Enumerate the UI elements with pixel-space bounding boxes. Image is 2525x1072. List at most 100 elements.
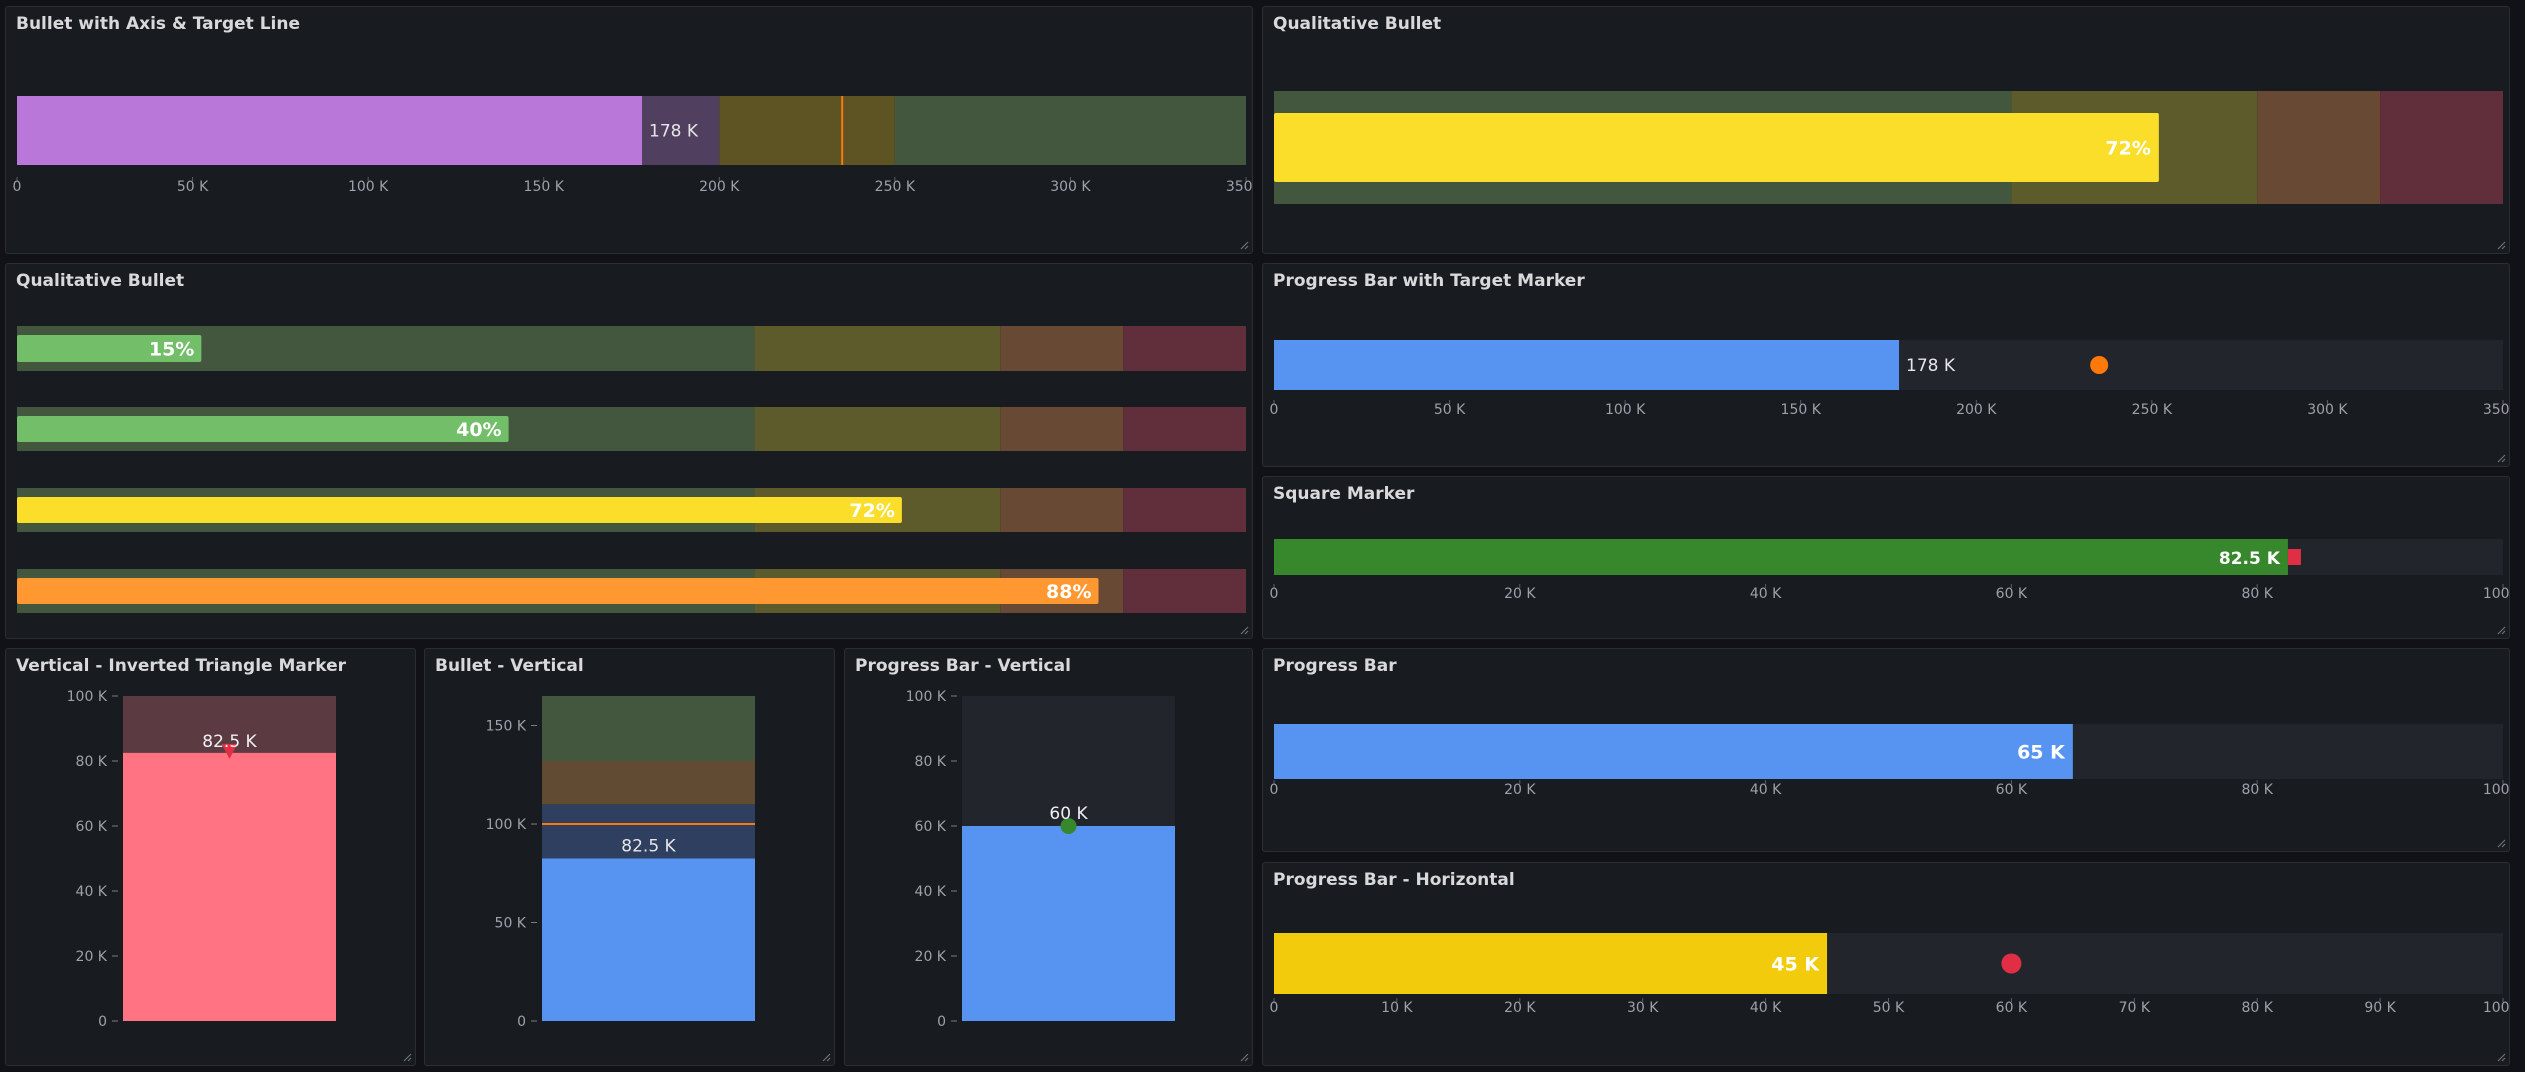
resize-handle-icon[interactable] bbox=[821, 1052, 831, 1062]
axis-tick-label: 20 K bbox=[1504, 586, 1536, 602]
qualitative-range bbox=[542, 761, 755, 805]
axis-tick-label: 100 K bbox=[1605, 402, 1646, 418]
axis-tick-label: 40 K bbox=[1750, 1000, 1782, 1016]
axis-tick-label: 250 K bbox=[875, 179, 916, 195]
qualitative-range bbox=[1000, 488, 1124, 532]
target-marker bbox=[2090, 356, 2109, 374]
axis-tick-label: 100 K bbox=[486, 817, 527, 833]
resize-handle-icon[interactable] bbox=[402, 1052, 412, 1062]
qualitative-range bbox=[1123, 569, 1246, 613]
axis-tick-label: 20 K bbox=[1504, 782, 1536, 798]
axis-tick-label: 150 K bbox=[524, 179, 565, 195]
resize-handle-icon[interactable] bbox=[2496, 240, 2506, 250]
axis-tick-label: 100 K bbox=[2483, 782, 2510, 798]
panel-progress-bar: Progress Bar 65 K 0 20 K 40 K 60 K 80 K 100 K bbox=[1262, 648, 2510, 852]
qualitative-range bbox=[1000, 326, 1124, 371]
value-bar bbox=[17, 96, 643, 165]
axis-tick-label: 20 K bbox=[1504, 1000, 1536, 1016]
value-bar bbox=[1274, 340, 1900, 390]
axis-tick-label: 300 K bbox=[2307, 402, 2348, 418]
axis-tick-label: 50 K bbox=[495, 916, 527, 932]
qualitative-range bbox=[2380, 91, 2503, 204]
chart-qualitative-bullet-single: 72% bbox=[1274, 91, 2503, 204]
axis-tick-label: 50 K bbox=[1434, 402, 1466, 418]
value-bar bbox=[17, 497, 902, 523]
panel-title: Bullet - Vertical bbox=[435, 656, 584, 676]
axis-tick-label: 150 K bbox=[486, 719, 527, 735]
chart-progress-vertical: 60 K 0 20 K 40 K 60 K 80 K 100 K bbox=[906, 689, 1175, 1030]
value-bar bbox=[1274, 933, 1828, 994]
axis-tick-label: 0 bbox=[13, 179, 22, 195]
axis-tick-label: 150 K bbox=[1781, 402, 1822, 418]
panel-bullet-axis-target: Bullet with Axis & Target Line 178 K 0 50 … bbox=[5, 6, 1253, 254]
value-bar bbox=[17, 578, 1099, 604]
resize-handle-icon[interactable] bbox=[2496, 838, 2506, 848]
axis-tick-label: 80 K bbox=[2241, 586, 2273, 602]
chart-progress-horizontal: 45 K 0 10 K 20 K 30 K 40 K 50 K 60 K 70 K 80 K 90 … bbox=[1270, 933, 2510, 1016]
resize-handle-icon[interactable] bbox=[2496, 453, 2506, 463]
value-label: 60 K bbox=[1049, 804, 1088, 824]
chart-bullet-axis-target: 178 K 0 50 K 100 K 150 K 200 K 250 K 300 K 350 K bbox=[13, 96, 1253, 195]
value-label: 178 K bbox=[1906, 356, 1956, 376]
target-marker bbox=[1060, 818, 1077, 834]
axis-tick-label: 0 bbox=[1270, 782, 1279, 798]
value-label: 45 K bbox=[1771, 954, 1820, 976]
value-label: 72% bbox=[2105, 138, 2150, 160]
value-label: 72% bbox=[849, 500, 894, 522]
chart-square-marker: 82.5 K 0 20 K 40 K 60 K 80 K 100 K bbox=[1270, 539, 2510, 602]
axis-tick-label: 0 bbox=[1270, 1000, 1279, 1016]
qualitative-range bbox=[719, 96, 895, 165]
axis-tick-label: 100 K bbox=[2483, 1000, 2510, 1016]
axis-tick-label: 40 K bbox=[1750, 782, 1782, 798]
qualitative-range bbox=[894, 96, 1246, 165]
value-bar bbox=[123, 752, 336, 1021]
value-label: 82.5 K bbox=[2219, 549, 2281, 569]
axis-tick-label: 250 K bbox=[2132, 402, 2173, 418]
axis-tick-label: 20 K bbox=[915, 949, 947, 965]
axis-tick-label: 350 K bbox=[2483, 402, 2510, 418]
resize-handle-icon[interactable] bbox=[1239, 1052, 1249, 1062]
panel-progress-horizontal: Progress Bar - Horizontal 45 K 0 10 K 20 K 3… bbox=[1262, 862, 2510, 1066]
value-label: 65 K bbox=[2017, 742, 2066, 764]
panel-title: Square Marker bbox=[1273, 484, 1415, 504]
axis-tick-label: 60 K bbox=[1996, 1000, 2028, 1016]
panel-bullet-vertical: Bullet - Vertical 82.5 K 0 50 K 100 K 150 K bbox=[424, 648, 835, 1066]
chart-progress-target-marker: 178 K 0 50 K 100 K 150 K 200 K 250 K 300 K 350 K bbox=[1270, 340, 2510, 418]
axis-tick-label: 80 K bbox=[76, 754, 108, 770]
target-marker bbox=[2287, 549, 2301, 565]
resize-handle-icon[interactable] bbox=[2496, 625, 2506, 635]
target-marker bbox=[2001, 953, 2022, 974]
axis-tick-label: 40 K bbox=[915, 884, 947, 900]
qualitative-range bbox=[1123, 488, 1246, 532]
panel-qualitative-bullet-multi: Qualitative Bullet 15% 40% 72% 88% bbox=[5, 263, 1253, 639]
panel-title: Progress Bar - Horizontal bbox=[1273, 870, 1515, 890]
qualitative-range bbox=[754, 326, 1001, 371]
axis-tick-label: 40 K bbox=[1750, 586, 1782, 602]
axis-tick-label: 100 K bbox=[2483, 586, 2510, 602]
value-bar bbox=[1274, 724, 2073, 779]
axis-tick-label: 50 K bbox=[1873, 1000, 1905, 1016]
value-label: 82.5 K bbox=[621, 837, 676, 857]
resize-handle-icon[interactable] bbox=[2496, 1052, 2506, 1062]
value-bar bbox=[17, 335, 202, 362]
panel-square-marker: Square Marker 82.5 K 0 20 K 40 K 60 K 80 K 100… bbox=[1262, 476, 2510, 639]
axis-tick-label: 60 K bbox=[915, 819, 947, 835]
axis-tick-label: 70 K bbox=[2119, 1000, 2151, 1016]
panel-vertical-triangle-marker: Vertical - Inverted Triangle Marker 82.5… bbox=[5, 648, 416, 1066]
axis-tick-label: 100 K bbox=[67, 689, 108, 705]
panel-title: Qualitative Bullet bbox=[16, 271, 185, 291]
resize-handle-icon[interactable] bbox=[1239, 240, 1249, 250]
panel-title: Progress Bar - Vertical bbox=[855, 656, 1071, 676]
panel-progress-target-marker: Progress Bar with Target Marker 178 K 0 50… bbox=[1262, 263, 2510, 467]
axis-tick-label: 80 K bbox=[2241, 782, 2273, 798]
axis-tick-label: 40 K bbox=[76, 884, 108, 900]
axis-tick-label: 350 K bbox=[1226, 179, 1253, 195]
panel-qualitative-bullet-single: Qualitative Bullet 72% bbox=[1262, 6, 2510, 254]
qualitative-range bbox=[1000, 407, 1124, 451]
panel-title: Vertical - Inverted Triangle Marker bbox=[16, 656, 347, 676]
axis-tick-label: 200 K bbox=[699, 179, 740, 195]
qualitative-range bbox=[754, 407, 1001, 451]
axis-tick-label: 0 bbox=[517, 1014, 526, 1030]
resize-handle-icon[interactable] bbox=[1239, 625, 1249, 635]
value-label: 88% bbox=[1046, 581, 1091, 603]
